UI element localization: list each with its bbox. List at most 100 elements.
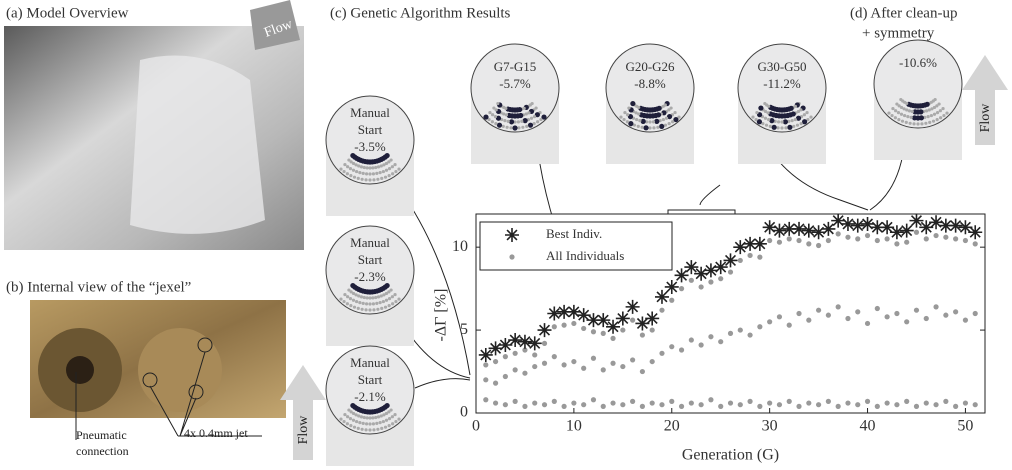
inset-hole — [377, 165, 380, 168]
inset-hole — [352, 169, 355, 172]
individual-dot — [973, 402, 978, 407]
individual-dot — [630, 357, 635, 362]
inset-label: Start — [358, 252, 383, 267]
inset-hole — [910, 116, 913, 119]
inset-hole — [360, 165, 363, 168]
inset-hole — [365, 422, 368, 425]
inset-hole — [376, 308, 379, 311]
inset-hole — [932, 120, 935, 123]
annotation: connection — [76, 444, 129, 458]
individual-dot — [571, 359, 576, 364]
best-marker — [861, 217, 875, 231]
inset-label: -11.2% — [763, 76, 801, 91]
individual-dot — [493, 381, 498, 386]
inset-hole — [353, 176, 356, 179]
individual-dot — [924, 400, 929, 405]
inset-hole — [364, 178, 367, 181]
individual-dot — [816, 243, 821, 248]
inset-hole — [648, 120, 651, 123]
inset-hole — [906, 115, 909, 118]
inset-hole — [628, 121, 633, 126]
individual-dot — [738, 402, 743, 407]
model-skin — [130, 56, 265, 234]
inset-hole — [900, 113, 903, 116]
individual-dot — [493, 359, 498, 364]
inset-hole — [377, 295, 380, 298]
inset-hole — [802, 119, 807, 124]
inset-hole — [353, 306, 356, 309]
individual-dot — [483, 377, 488, 382]
individual-dot — [747, 332, 752, 337]
individual-dot — [787, 399, 792, 404]
flow-arrow-c — [280, 365, 326, 460]
y-axis-label: -ΔΓ [%] — [433, 289, 450, 342]
inset-hole — [912, 122, 915, 125]
individual-dot — [757, 324, 762, 329]
best-marker — [753, 237, 767, 251]
inset-hole — [911, 110, 914, 113]
inset-hole — [374, 166, 377, 169]
inset-hole — [391, 415, 394, 418]
inset-hole — [391, 172, 394, 175]
individual-dot — [708, 397, 713, 402]
inset-hole — [349, 174, 352, 177]
inset-hole — [372, 172, 375, 175]
individual-dot — [659, 308, 664, 313]
individual-dot — [601, 367, 606, 372]
individual-dot — [885, 400, 890, 405]
inset-hole — [346, 415, 349, 418]
inset-hole — [365, 302, 368, 305]
inset-hole — [394, 420, 397, 423]
flow-label: Flow — [296, 415, 311, 445]
individual-dot — [542, 402, 547, 407]
inset-hole — [523, 118, 528, 123]
individual-dot — [620, 402, 625, 407]
inset-hole — [641, 119, 646, 124]
inset-hole — [533, 115, 536, 118]
individual-dot — [630, 318, 635, 323]
inset-hole — [491, 113, 494, 116]
best-marker — [547, 307, 561, 321]
individual-dot — [689, 400, 694, 405]
inset-hole — [388, 417, 391, 420]
individual-dot — [650, 359, 655, 364]
panel-label: (a) Model Overview — [6, 5, 129, 21]
inset-hole — [380, 414, 383, 417]
x-tick-label: 40 — [860, 418, 876, 435]
inset-hole — [505, 113, 508, 116]
inset-label: Start — [358, 122, 383, 137]
individual-dot — [601, 404, 606, 409]
inset-hole — [765, 124, 768, 127]
inset-hole — [525, 125, 528, 128]
inset-hole — [347, 408, 350, 411]
x-tick-label: 30 — [762, 418, 778, 435]
inset-hole — [365, 172, 368, 175]
inset-hole — [388, 297, 391, 300]
inset-hole — [924, 122, 927, 125]
inset-hole — [380, 307, 383, 310]
inset-hole — [755, 111, 758, 114]
figure: Flow Pneumatic connection 4x 0.4mm jet (… — [0, 0, 1012, 470]
inset-hole — [796, 124, 799, 127]
inset-hole — [379, 421, 382, 424]
inset-label: Manual — [350, 235, 390, 250]
best-marker — [831, 214, 845, 228]
individual-dot — [610, 336, 615, 341]
individual-dot — [904, 399, 909, 404]
inset-hole — [382, 170, 385, 173]
individual-dot — [826, 399, 831, 404]
best-marker — [626, 300, 640, 314]
inset-hole — [776, 126, 779, 129]
inset-hole — [520, 120, 523, 123]
inset-hole — [358, 171, 361, 174]
individual-dot — [777, 240, 782, 245]
inset-hole — [360, 415, 363, 418]
individual-dot — [816, 308, 821, 313]
individual-dot — [581, 366, 586, 371]
individual-dot — [620, 364, 625, 369]
inset-hole — [342, 300, 345, 303]
best-marker — [949, 219, 963, 233]
inset-hole — [648, 126, 651, 129]
inset-hole — [342, 420, 345, 423]
best-marker — [596, 313, 610, 327]
